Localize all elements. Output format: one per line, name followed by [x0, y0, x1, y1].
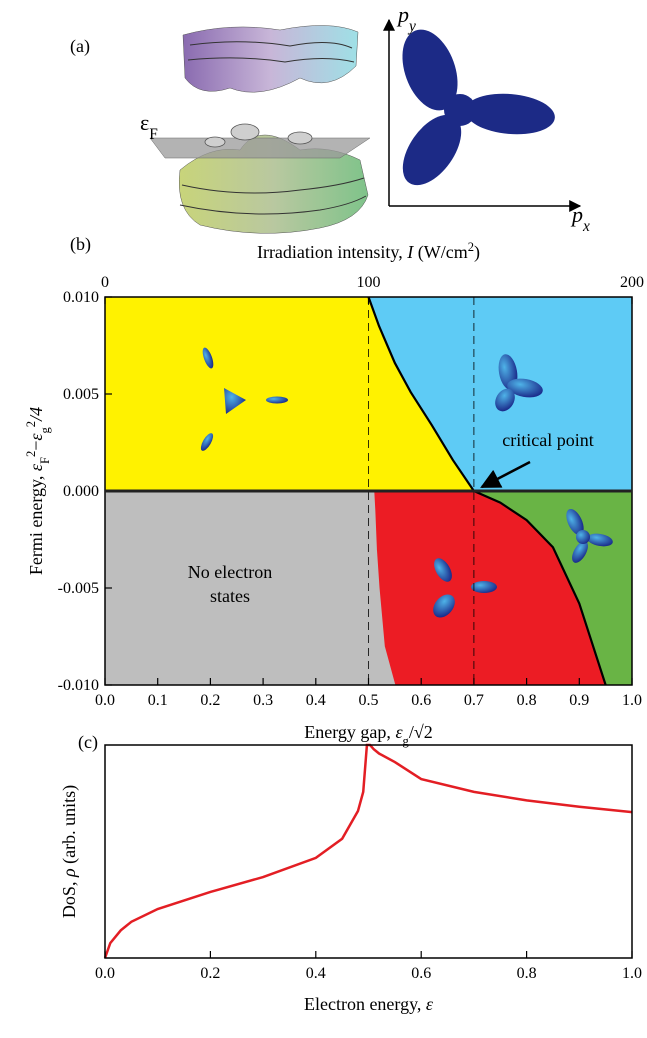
- x2-tick-label: 200: [620, 274, 644, 291]
- label-part: y: [407, 18, 416, 35]
- label-part: g: [38, 426, 52, 433]
- fermi-surface-icon: [471, 581, 497, 593]
- fermi-surface-icon: [224, 388, 246, 414]
- fermi-surface-icon: [495, 388, 515, 412]
- annotation: critical point: [502, 430, 593, 450]
- annotation-arrow: [480, 460, 531, 489]
- phase-boundary: [473, 489, 607, 686]
- label-part: DoS,: [59, 877, 79, 918]
- fermi-surface-icon: [566, 508, 584, 536]
- x-tick-label: 0.7: [464, 692, 484, 709]
- phase-region: [105, 491, 395, 685]
- label-part: −: [26, 441, 46, 451]
- x-tick-label: 1.0: [622, 965, 642, 982]
- x-tick-label: 0.8: [517, 965, 537, 982]
- x2-tick-label: 100: [357, 274, 381, 291]
- plots: -0.010 -0.005 0.000 0.005 0.010 0.0 0.1 0.2 0.3 0…: [24, 234, 644, 1014]
- label-part: /4: [26, 407, 46, 422]
- label-part: 2: [468, 240, 474, 254]
- label-part: Energy gap,: [304, 722, 395, 742]
- x-tick-label: 0.4: [306, 692, 326, 709]
- label-part: x: [582, 218, 590, 235]
- label-part: ε: [26, 463, 46, 471]
- label-part: Irradiation intensity,: [257, 242, 407, 262]
- label-part: 2: [24, 421, 38, 427]
- x-tick-label: 0.0: [95, 692, 115, 709]
- dos-curve: [103, 743, 633, 959]
- phase-boundary: [367, 296, 475, 492]
- label-part: p: [396, 2, 409, 27]
- x2-tick-label: 0: [101, 274, 109, 291]
- fermi-surface-icon: [433, 594, 455, 618]
- x-tick-label: 0.2: [200, 965, 220, 982]
- py-label: py: [396, 2, 416, 35]
- label-part: ρ: [59, 868, 79, 878]
- px-label: px: [570, 202, 590, 235]
- band-illustration: [149, 25, 371, 234]
- x-tick-label: 0.1: [148, 692, 168, 709]
- x-tick-label: 0.2: [200, 692, 220, 709]
- fermi-surface-icon: [587, 533, 613, 547]
- x-tick-label: 0.3: [253, 692, 273, 709]
- x2-axis-title: Irradiation intensity, I (W/cm2): [257, 240, 480, 263]
- momentum-axes: [383, 18, 582, 212]
- label-part: (W/cm: [413, 242, 467, 263]
- panel-label: (b): [70, 234, 91, 255]
- y-tick-label: -0.010: [58, 677, 99, 694]
- phase-boundary: [373, 490, 396, 686]
- label-part: (arb. units): [59, 785, 80, 868]
- y-tick-label: 0.005: [63, 386, 99, 403]
- y-axis-title: DoS, ρ (arb. units): [59, 785, 80, 918]
- label-part: F: [38, 457, 52, 464]
- label-part: ε: [426, 994, 434, 1014]
- fermi-surface-icon: [266, 396, 288, 404]
- label-part: /√2: [409, 722, 433, 742]
- label-part: ε: [26, 433, 46, 441]
- x-tick-label: 0.6: [411, 692, 431, 709]
- x-axis-title: Electron energy, ε: [304, 994, 434, 1014]
- label-part: I: [406, 242, 414, 262]
- fermi-surface-icon: [434, 558, 452, 582]
- label-part: ): [474, 242, 480, 263]
- x-tick-label: 0.5: [359, 692, 379, 709]
- label-part: ε: [140, 110, 149, 135]
- y-axis-title: Fermi energy, εF2−εg2/4: [24, 407, 52, 575]
- fermi-surface-icon: [200, 433, 214, 451]
- label-part: Fermi energy,: [26, 471, 46, 575]
- x-axis-title: Energy gap, εg/√2: [304, 722, 432, 748]
- fermi-level-label: εF: [140, 110, 158, 143]
- label-part: ε: [395, 722, 403, 742]
- fermi-surface-icon: [507, 378, 543, 398]
- x-tick-label: 0.0: [95, 965, 115, 982]
- label-part: p: [570, 202, 583, 227]
- x-tick-label: 0.6: [411, 965, 431, 982]
- label-part: g: [403, 734, 410, 748]
- panel-label: (c): [78, 732, 98, 753]
- fermi-surface-icon: [576, 530, 590, 544]
- annotation: states: [210, 586, 250, 606]
- y-tick-label: -0.005: [58, 580, 99, 597]
- phase-region: [105, 297, 474, 491]
- x-tick-label: 1.0: [622, 692, 642, 709]
- plot-frame: [104, 744, 633, 959]
- fermi-surface-icon: [202, 347, 214, 369]
- label-part: F: [149, 126, 158, 143]
- panel-label: (a): [70, 36, 90, 57]
- x-tick-label: 0.9: [569, 692, 589, 709]
- y-tick-label: 0.010: [63, 289, 99, 306]
- annotation: No electron: [188, 562, 272, 582]
- label-part: 2: [24, 451, 38, 457]
- x-tick-label: 0.8: [517, 692, 537, 709]
- fermi-surface-icon: [572, 541, 588, 563]
- x-tick-label: 0.4: [306, 965, 326, 982]
- label-part: Electron energy,: [304, 994, 426, 1014]
- y-tick-label: 0.000: [63, 483, 99, 500]
